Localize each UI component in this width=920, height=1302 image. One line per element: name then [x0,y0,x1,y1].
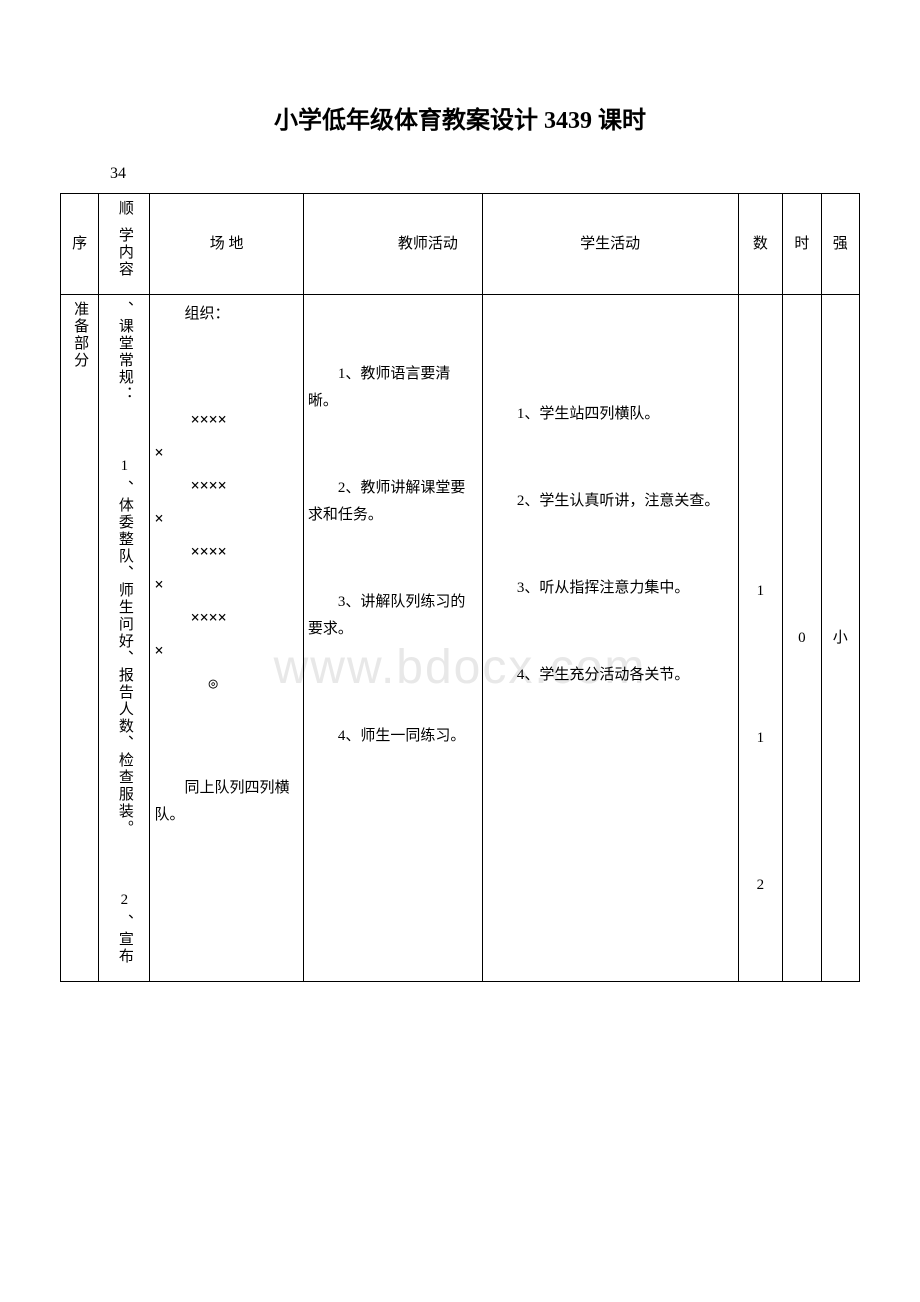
header-num: 数 [738,194,783,295]
teacher-cell: 1、教师语言要清晰。 2、教师讲解课堂要求和任务。 3、讲解队列练习的要求。 4… [303,295,482,982]
header-intensity: 强 [821,194,859,295]
header-venue: 场 地 [150,194,303,295]
header-teacher: 教师活动 [303,194,482,295]
num-cell: 1 1 2 [738,295,783,982]
seq-cell: 准备部分 [61,295,99,982]
intensity-cell: 小 [821,295,859,982]
formation-diagram: ×××× × ×××× × ×××× × ×××× × ◎ [154,403,298,700]
lesson-plan-table: 序 顺 学内容 场 地 教师活动 学生活动 数 时 强 准备部分 、课堂常规： … [60,193,860,982]
table-body-row: 准备部分 、课堂常规： 1 、体委整队、师生问好、报告人数、检查服装。 2 、宣… [61,295,860,982]
header-time: 时 [783,194,821,295]
lesson-number: 34 [110,165,860,183]
header-student: 学生活动 [482,194,738,295]
time-cell: 0 [783,295,821,982]
table-header-row: 序 顺 学内容 场 地 教师活动 学生活动 数 时 强 [61,194,860,295]
header-content: 顺 学内容 [99,194,150,295]
venue-cell: 组织： ×××× × ×××× × ×××× × ×××× × ◎ 同上队列四列… [150,295,303,982]
page-title: 小学低年级体育教案设计 3439 课时 [60,100,860,135]
header-seq: 序 [61,194,99,295]
content-cell: 、课堂常规： 1 、体委整队、师生问好、报告人数、检查服装。 2 、宣布 [99,295,150,982]
student-cell: 1、学生站四列横队。 2、学生认真听讲，注意关查。 3、听从指挥注意力集中。 4… [482,295,738,982]
